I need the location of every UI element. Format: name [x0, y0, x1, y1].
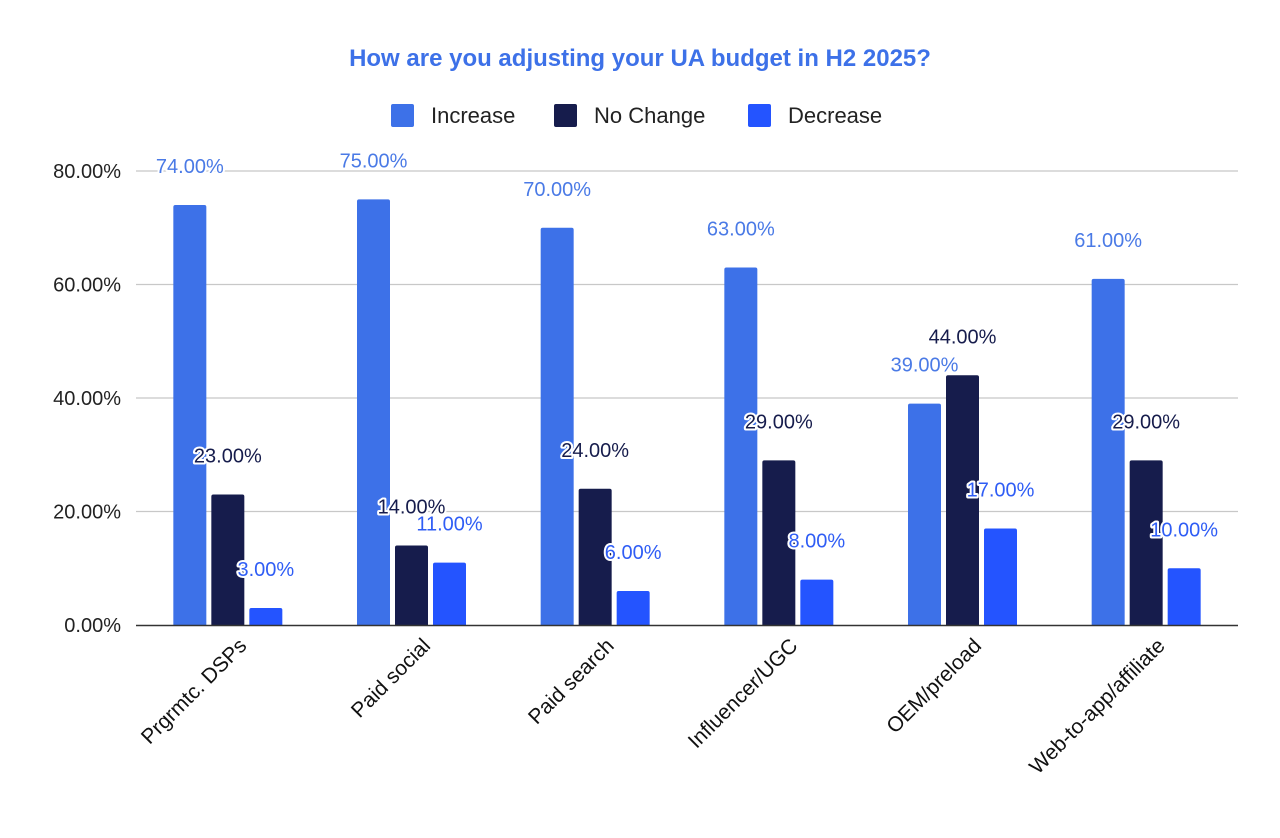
y-tick-label: 0.00% — [64, 615, 121, 637]
bar-increase — [908, 403, 941, 625]
bar-decrease — [984, 528, 1017, 625]
legend-swatch-no-change — [554, 104, 577, 127]
data-label-increase: 75.00% — [340, 150, 408, 172]
data-label-no-change: 23.00% — [194, 445, 262, 467]
data-labels: 74.00% 75.00% 70.00% 63.00% 39.00% 61.00% 23.0… — [154, 148, 1220, 583]
legend-swatch-increase — [391, 104, 414, 127]
bar-increase — [173, 205, 207, 626]
data-label-increase: 63.00% — [707, 218, 775, 240]
y-tick-label: 60.00% — [53, 275, 121, 297]
data-label-increase: 74.00% — [156, 156, 224, 178]
bar-no-change — [578, 488, 612, 625]
data-label-decrease: 17.00% — [967, 480, 1035, 502]
data-label-no-change: 44.00% — [929, 326, 997, 348]
bar-decrease — [616, 590, 650, 625]
data-label-decrease: 10.00% — [1150, 519, 1218, 541]
gridlines — [136, 170, 1238, 513]
bar-no-change — [211, 494, 245, 625]
x-tick-label: Web-to-app/affiliate — [1025, 634, 1169, 778]
data-label-increase: 39.00% — [891, 355, 959, 377]
data-label-decrease: 3.00% — [237, 559, 294, 581]
bar-decrease — [800, 579, 834, 625]
bar-no-change — [762, 460, 796, 625]
bar-no-change — [1129, 460, 1163, 625]
legend-label-decrease: Decrease — [788, 103, 882, 128]
legend: Increase No Change Decrease — [391, 103, 882, 128]
legend-label-no-change: No Change — [594, 103, 705, 128]
data-label-no-change: 14.00% — [378, 497, 446, 519]
x-tick-label: Paid search — [524, 634, 619, 729]
bar-increase — [540, 227, 574, 625]
y-tick-label: 20.00% — [53, 502, 121, 524]
data-label-decrease: 6.00% — [605, 542, 662, 564]
bars — [173, 199, 1201, 626]
data-label-no-change: 24.00% — [561, 440, 629, 462]
data-label-decrease: 11.00% — [416, 514, 483, 536]
bar-decrease — [249, 607, 283, 625]
x-tick-label: Paid social — [347, 634, 435, 722]
data-label-increase: 61.00% — [1074, 230, 1142, 252]
bar-no-change — [946, 375, 979, 625]
chart-title: How are you adjusting your UA budget in … — [349, 45, 931, 72]
data-label-increase: 70.00% — [523, 179, 591, 201]
bar-decrease — [433, 562, 466, 625]
bar-no-change — [395, 545, 428, 625]
x-axis: Prgrmtc. DSPs Paid social Paid search Influ… — [136, 624, 1238, 779]
bar-increase — [1091, 278, 1125, 625]
x-tick-label: Prgrmtc. DSPs — [137, 634, 251, 748]
legend-swatch-decrease — [748, 104, 771, 127]
y-tick-label: 80.00% — [53, 161, 121, 183]
y-axis: 0.00% 20.00% 40.00% 60.00% 80.00% — [53, 161, 121, 637]
bar-increase — [357, 199, 390, 625]
data-label-no-change: 29.00% — [745, 411, 813, 433]
x-tick-label: Influencer/UGC — [684, 634, 803, 753]
y-tick-label: 40.00% — [53, 388, 121, 410]
x-tick-label: OEM/preload — [882, 634, 986, 738]
legend-label-increase: Increase — [431, 103, 515, 128]
data-label-no-change: 29.00% — [1112, 411, 1180, 433]
bar-increase — [724, 267, 758, 625]
bar-decrease — [1167, 568, 1201, 625]
data-label-decrease: 8.00% — [788, 531, 845, 553]
